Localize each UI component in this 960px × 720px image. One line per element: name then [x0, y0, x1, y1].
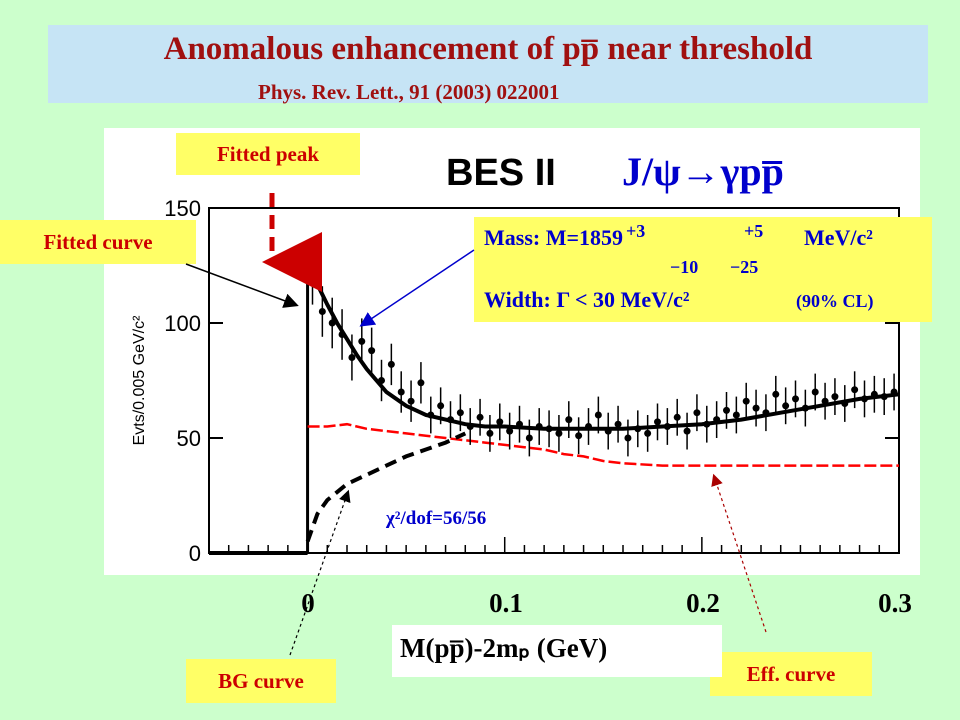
- data-point: [654, 418, 661, 426]
- data-point: [841, 400, 849, 407]
- mass-sys-down: −25: [730, 257, 759, 277]
- data-point: [486, 429, 494, 437]
- page-subtitle: Phys. Rev. Lett., 91 (2003) 022001: [258, 80, 560, 104]
- data-point: [348, 354, 356, 361]
- title-box: Anomalous enhancement of pp̅ near thresh…: [48, 25, 928, 104]
- data-point: [535, 423, 543, 430]
- data-point: [525, 434, 533, 442]
- fitted-peak-label: Fitted peak: [176, 133, 360, 175]
- mass-stat-down: −10: [670, 257, 699, 277]
- plot-panel: 0 50 100 150 Evts/0.005 GeV/c²: [104, 128, 920, 575]
- data-point: [663, 423, 671, 430]
- data-point: [782, 402, 790, 410]
- data-point: [309, 273, 316, 281]
- data-point: [861, 395, 868, 403]
- data-point: [693, 409, 701, 417]
- data-point: [634, 425, 642, 433]
- data-point: [604, 427, 612, 435]
- y-tick-label: 50: [177, 426, 201, 451]
- data-point: [447, 416, 454, 424]
- eff-curve-label: Eff. curve: [710, 652, 872, 696]
- data-point: [575, 432, 583, 440]
- y-tick-label: 100: [164, 311, 201, 336]
- data-point: [476, 413, 484, 421]
- mass-sys-up: +5: [744, 221, 764, 241]
- efficiency-curve: [307, 422, 899, 467]
- data-point: [713, 416, 721, 424]
- x-tick-label: 0.1: [489, 588, 523, 618]
- data-point: [792, 395, 799, 403]
- fit-result-box: Mass: M=1859 +3 +5 MeV/c² −10 −25 Width:…: [474, 217, 932, 322]
- data-point: [703, 420, 711, 428]
- bg-curve-label: BG curve: [186, 659, 336, 703]
- data-point: [407, 397, 415, 405]
- data-point: [496, 418, 504, 426]
- x-tick-label: 0.3: [878, 588, 912, 618]
- data-point: [890, 388, 898, 396]
- data-point: [456, 409, 464, 417]
- data-point: [516, 420, 523, 428]
- fitted-curve: [306, 273, 900, 431]
- x-tick-label: 0.2: [686, 588, 720, 618]
- data-point: [811, 388, 819, 396]
- data-point: [594, 411, 602, 419]
- data-point: [870, 390, 878, 398]
- width-cl: (90% CL): [796, 291, 874, 311]
- chi2-label: χ²/dof=56/56: [386, 508, 487, 529]
- data-point: [378, 377, 385, 384]
- mass-prefix: Mass: M=1859: [484, 225, 624, 250]
- data-point: [466, 423, 474, 430]
- x-axis-label-box: M(pp̅)-2mₚ (GeV): [392, 625, 722, 677]
- data-point: [555, 429, 563, 437]
- plot-frame: [208, 207, 900, 554]
- data-point: [545, 425, 553, 433]
- data-point: [644, 429, 652, 437]
- background-curve: [305, 431, 467, 543]
- data-point: [506, 427, 514, 435]
- chart-svg: 0 50 100 150 Evts/0.005 GeV/c²: [131, 196, 900, 566]
- data-point: [742, 397, 750, 405]
- data-point: [358, 337, 366, 345]
- data-point: [732, 411, 740, 419]
- data-point: [831, 393, 839, 401]
- data-point: [397, 388, 405, 396]
- data-point: [328, 319, 336, 327]
- data-point: [387, 360, 395, 368]
- y-tick-label: 150: [164, 196, 201, 221]
- data-point: [762, 409, 770, 417]
- mass-stat-up: +3: [626, 221, 646, 241]
- data-point: [673, 413, 681, 421]
- data-point: [318, 308, 326, 315]
- decay-label: J/ψ→γpp̅: [622, 149, 784, 194]
- data-point: [851, 386, 859, 394]
- fitted-curve-label: Fitted curve: [0, 220, 196, 264]
- data-point: [338, 331, 346, 338]
- y-tick-label: 0: [189, 541, 201, 566]
- data-point: [821, 397, 829, 405]
- y-axis-label: Evts/0.005 GeV/c²: [131, 315, 148, 446]
- mass-unit: MeV/c²: [804, 225, 873, 250]
- data-point: [368, 347, 376, 355]
- data-point: [624, 434, 632, 442]
- x-tick-label: 0: [301, 588, 315, 618]
- data-point: [427, 411, 435, 419]
- page-title: Anomalous enhancement of pp̅ near thresh…: [163, 31, 813, 67]
- data-point: [585, 423, 592, 430]
- data-point: [417, 379, 425, 387]
- data-point: [614, 420, 622, 428]
- data-point: [801, 404, 809, 412]
- data-point: [683, 427, 691, 435]
- data-point: [772, 390, 780, 398]
- data-point: [880, 393, 888, 401]
- data-point: [752, 404, 760, 412]
- experiment-label: BES II: [446, 152, 556, 194]
- data-point: [437, 402, 445, 410]
- data-point: [565, 416, 573, 424]
- data-point: [723, 406, 730, 414]
- x-axis-label: M(pp̅)-2mₚ (GeV): [400, 633, 608, 663]
- width-text: Width: Γ < 30 MeV/c²: [484, 287, 690, 312]
